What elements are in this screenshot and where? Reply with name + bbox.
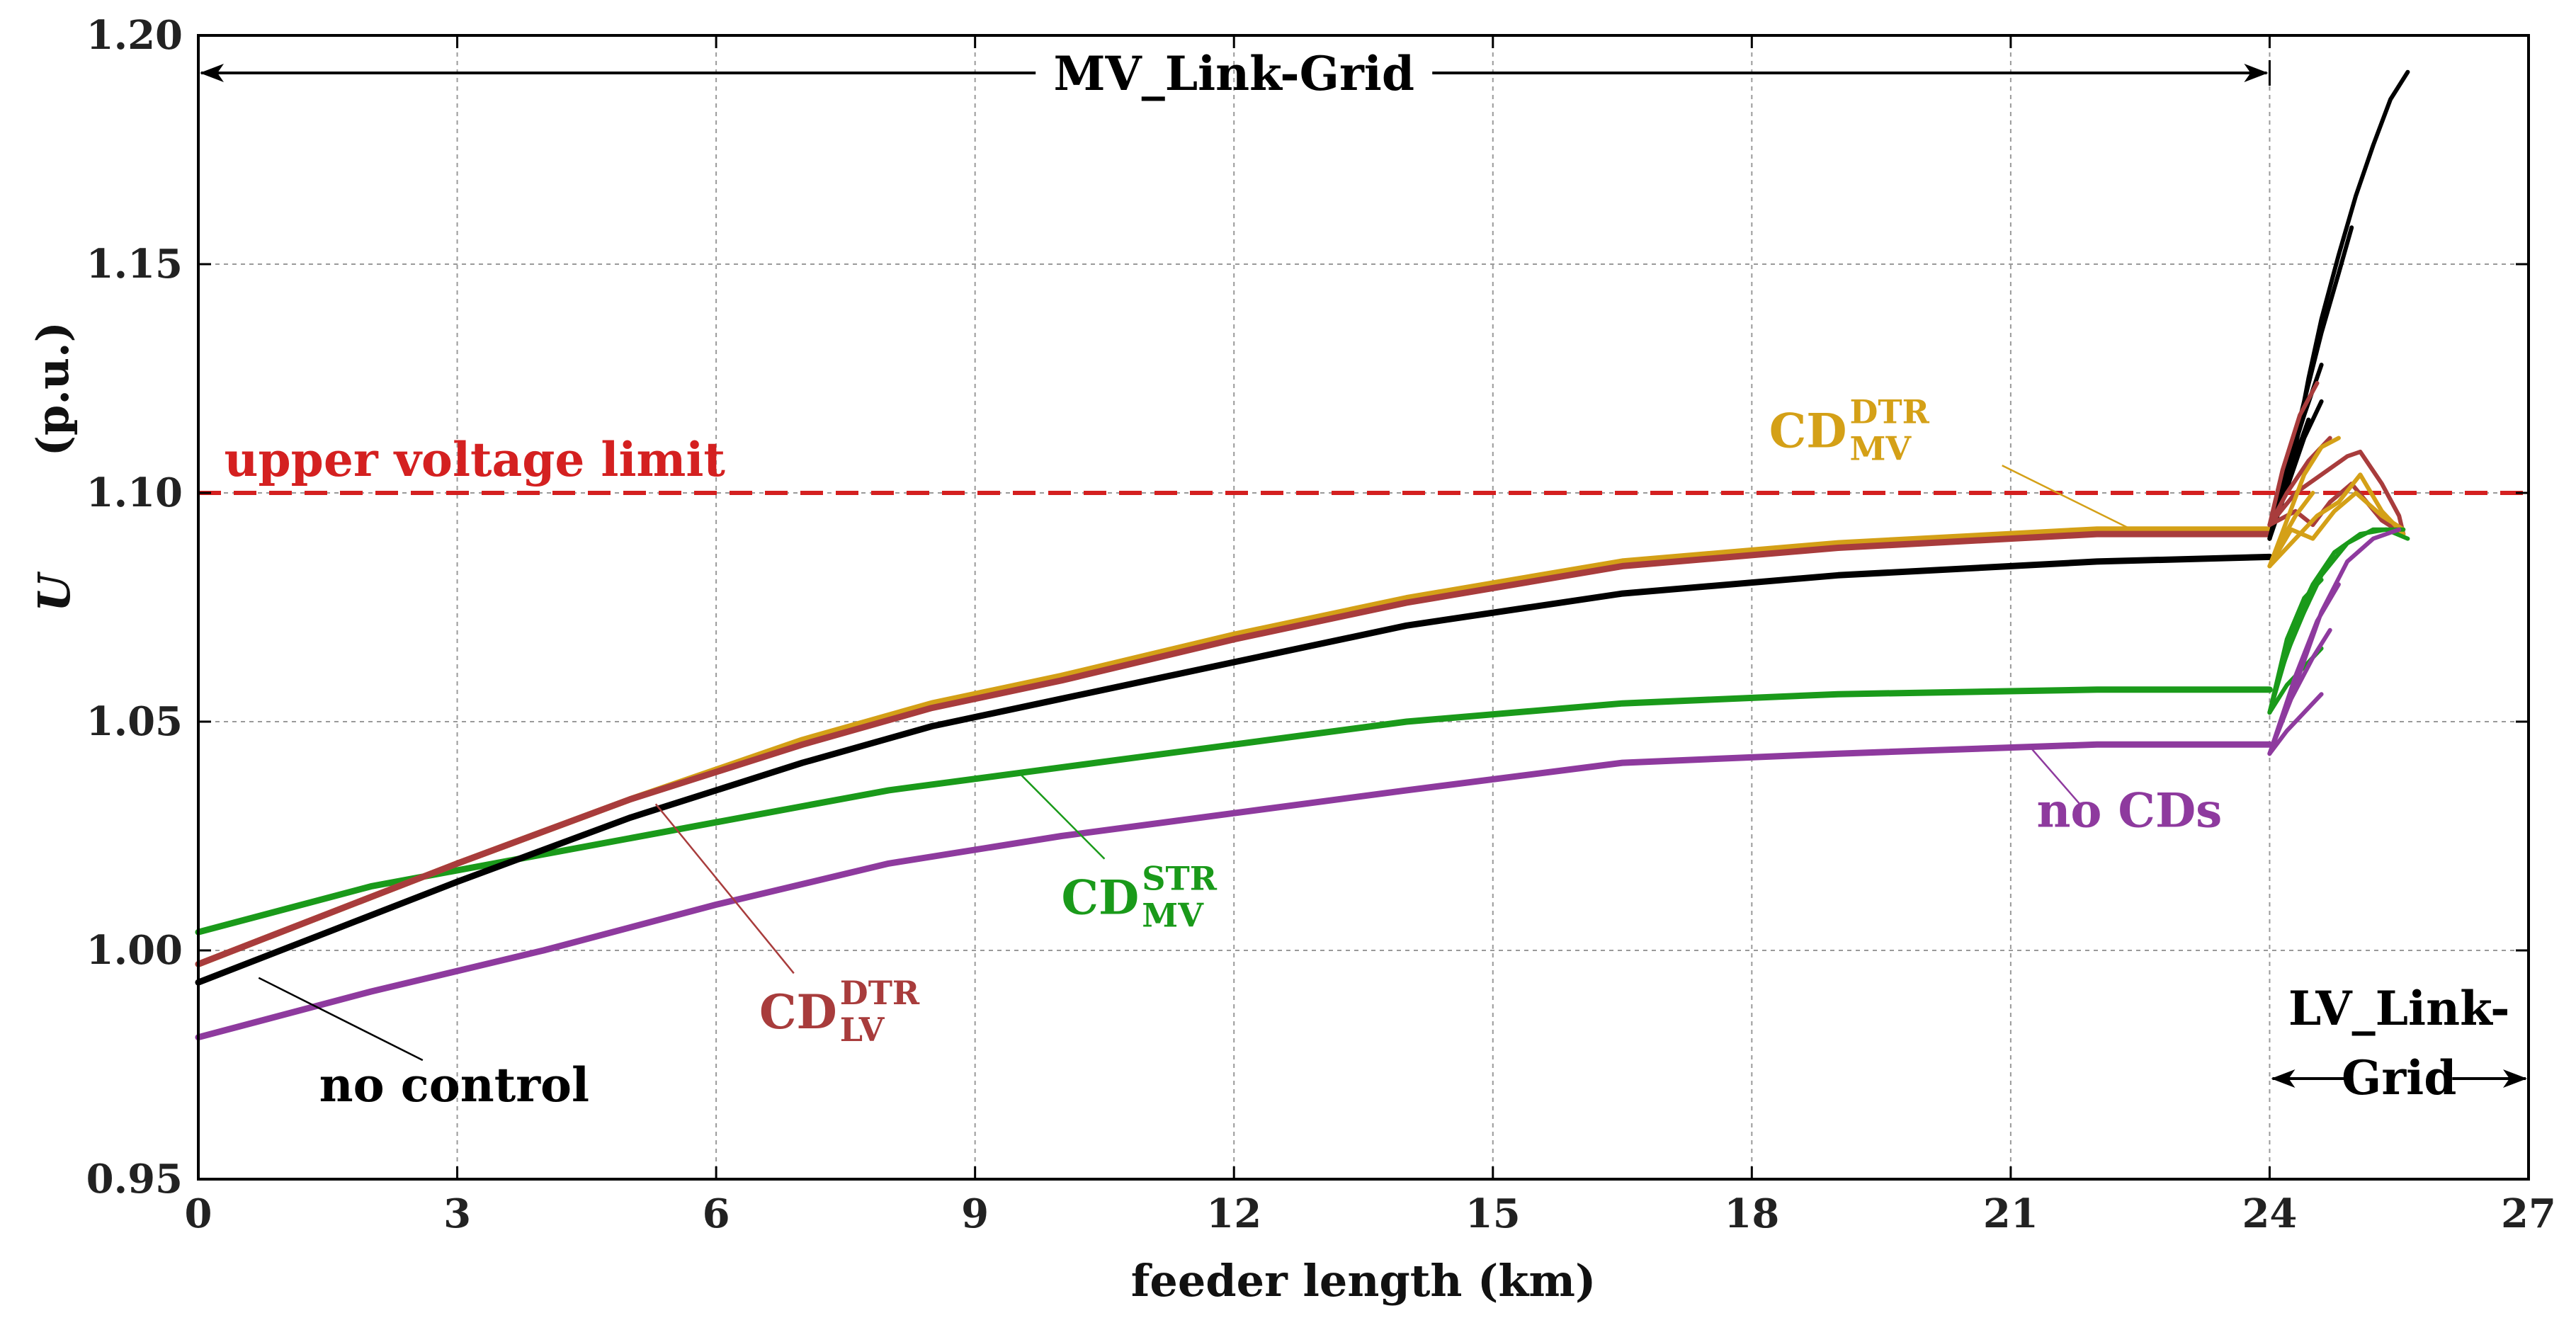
leader-line-no-control (258, 977, 424, 1062)
x-tick-label: 15 (1465, 1190, 1521, 1237)
lv-branch-no-cds (2267, 527, 2402, 756)
series-label-cd-mv-str: CD (1062, 870, 1140, 925)
grid-layer (198, 35, 2529, 1179)
lv-branch-no-cds (2267, 692, 2324, 756)
series-label-sup-cd-mv-str: STR (1142, 859, 1217, 897)
y-axis-label: U (p.u.) (27, 322, 80, 612)
y-tick-label: 1.10 (86, 470, 183, 516)
y-tick-label: 0.95 (86, 1156, 183, 1203)
series-label-cd-mv-dtr: CD (1769, 403, 1847, 458)
upper-voltage-limit-label: upper voltage limit (225, 432, 726, 487)
series-label-sub-cd-mv-str: MV (1142, 896, 1204, 934)
leader-line-cd-mv-str (1017, 771, 1106, 860)
lv-branch-cd-lv-dtr (2267, 482, 2406, 537)
series-line-no-control (195, 553, 2273, 986)
x-tick-label: 21 (1983, 1190, 2038, 1237)
series-label-no-control: no control (319, 1057, 590, 1113)
y-tick-label: 1.00 (86, 927, 183, 974)
x-tick-label: 12 (1206, 1190, 1261, 1237)
series-layer (195, 69, 2410, 1041)
x-axis-label: feeder length (km) (1131, 1255, 1596, 1307)
series-line-no-cds (195, 741, 2273, 1041)
y-tick-label: 1.15 (86, 241, 183, 288)
lv-branch-cd-mv-dtr (2267, 491, 2315, 569)
lv-branch-cd-lv-dtr (2267, 381, 2320, 528)
region-label-lv-line2: Grid (2342, 1050, 2456, 1106)
region-label-lv-line1: LV_Link- (2288, 981, 2510, 1036)
x-tick-label: 9 (961, 1190, 989, 1237)
series-label-sup-cd-lv-dtr: DTR (840, 974, 920, 1012)
region-label-mv: MV_Link-Grid (1053, 46, 1414, 101)
lv-branch-cd-mv-dtr (2267, 436, 2341, 569)
x-tick-label: 27 (2501, 1190, 2556, 1237)
lv-branch-cd-mv-dtr (2267, 472, 2406, 569)
leader-line-cd-lv-dtr (654, 803, 795, 974)
series-label-cd-lv-dtr: CD (759, 984, 837, 1040)
x-tick-label: 3 (443, 1190, 471, 1237)
x-tick-label: 24 (2242, 1190, 2297, 1237)
x-tick-label: 18 (1724, 1190, 1779, 1237)
plot-frame (197, 34, 2530, 1181)
lv-branch-cd-mv-dtr (2267, 491, 2406, 569)
x-tick-label: 6 (703, 1190, 730, 1237)
limit-layer: upper voltage limit (198, 432, 2529, 495)
leader-line-cd-mv-dtr (2002, 465, 2133, 530)
x-tick-label: 0 (185, 1190, 212, 1237)
series-label-no-cds: no CDs (2036, 783, 2222, 839)
y-tick-label: 1.05 (86, 698, 183, 745)
axis-layer: 0 3 6 9 12 15 18 21 24 27 0.95 1.00 1.05 1.10 1.15 1.20 (86, 12, 2556, 1237)
series-line-cd-lv-dtr (195, 530, 2273, 967)
lv-branch-cd-mv-str (2267, 527, 2410, 715)
series-label-sub-cd-lv-dtr: LV (840, 1011, 885, 1049)
series-label-sub-cd-mv-dtr: MV (1849, 429, 1912, 467)
y-axis-symbol: U (28, 571, 80, 612)
y-tick-label: 1.20 (86, 12, 183, 59)
lv-branch-no-cds (2267, 582, 2341, 756)
leader-line-no-cds (2027, 744, 2081, 805)
series-label-sup-cd-mv-dtr: DTR (1849, 392, 1929, 431)
y-axis-unit: (p.u.) (27, 322, 79, 456)
